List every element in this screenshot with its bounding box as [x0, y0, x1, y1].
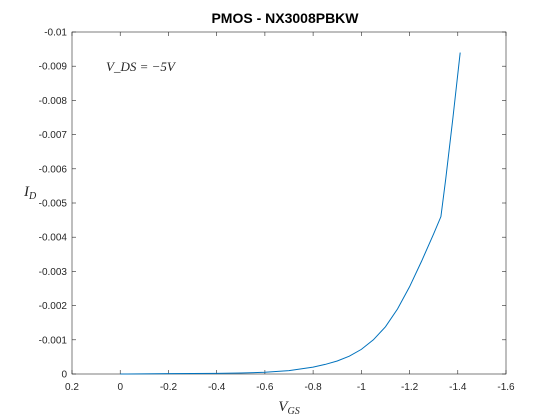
x-tick-label: 0.2	[65, 382, 79, 393]
y-tick-label: -0.007	[39, 130, 68, 141]
x-axis-label-main: V	[278, 399, 289, 415]
x-axis-ticks: 0.2 0 -0.2 -0.4 -0.6 -0.8 -1 -1.2 -1.4 -1.6	[65, 32, 515, 393]
x-tick-label: 0	[117, 382, 123, 393]
x-tick-label: -1.4	[449, 382, 467, 393]
y-tick-label: -0.008	[39, 96, 68, 107]
y-axis-label-main: I	[23, 184, 30, 200]
y-tick-label: -0.009	[39, 62, 68, 73]
plot-area	[71, 31, 507, 375]
x-tick-label: -0.6	[256, 382, 274, 393]
x-tick-label: -0.8	[304, 382, 322, 393]
x-axis-label: VGS	[278, 399, 299, 417]
y-axis-ticks: 0 -0.001 -0.002 -0.003 -0.004 -0.005 -0.006 -0.…	[39, 28, 506, 381]
y-tick-label: -0.002	[39, 301, 68, 312]
y-tick-label: -0.006	[39, 164, 68, 175]
chart-title: PMOS - NX3008PBKW	[211, 10, 359, 26]
y-tick-label: -0.001	[39, 335, 68, 346]
vds-annotation: V_DS = −5V	[106, 59, 177, 74]
y-tick-label: -0.01	[44, 28, 67, 39]
y-axis-label: ID	[23, 184, 37, 202]
y-axis-label-subscript: D	[28, 191, 37, 202]
y-tick-label: -0.004	[39, 233, 68, 244]
x-axis-label-subscript: GS	[287, 406, 299, 417]
y-tick-label: -0.003	[39, 267, 68, 278]
series-line	[120, 52, 461, 375]
y-tick-label: 0	[61, 370, 67, 381]
x-tick-label: -1	[357, 382, 366, 393]
y-tick-label: -0.005	[39, 199, 68, 210]
x-tick-label: -0.2	[160, 382, 178, 393]
x-tick-label: -1.6	[497, 382, 515, 393]
x-tick-label: -1.2	[401, 382, 419, 393]
x-tick-label: -0.4	[208, 382, 226, 393]
